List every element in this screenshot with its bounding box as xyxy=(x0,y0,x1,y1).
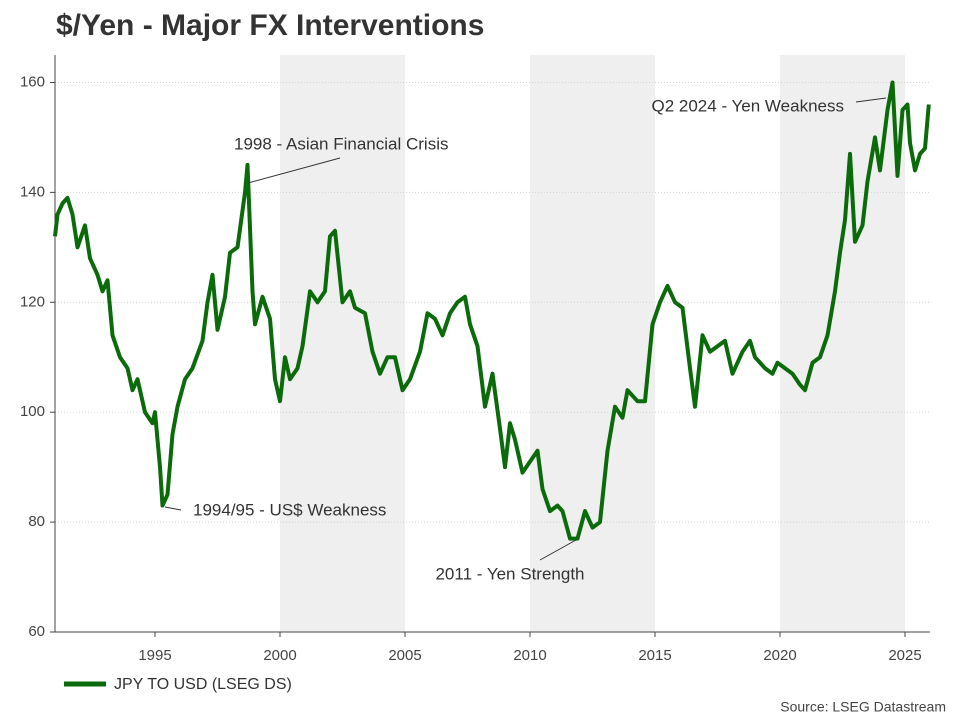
y-tick-label: 120 xyxy=(20,293,45,310)
annotation: Q2 2024 - Yen Weakness xyxy=(652,96,845,115)
annotation: 1998 - Asian Financial Crisis xyxy=(234,134,448,153)
x-tick-label: 2010 xyxy=(513,647,546,664)
y-tick-label: 140 xyxy=(20,183,45,200)
chart-title: $/Yen - Major FX Interventions xyxy=(56,9,484,42)
x-tick-label: 2020 xyxy=(763,647,796,664)
shaded-period xyxy=(280,55,405,632)
source-note: Source: LSEG Datastream xyxy=(780,699,946,715)
shaded-period xyxy=(780,55,905,632)
x-tick-label: 2000 xyxy=(263,647,296,664)
y-tick-label: 160 xyxy=(20,73,45,90)
y-tick-label: 100 xyxy=(20,403,45,420)
line-series xyxy=(53,80,931,541)
x-tick-label: 2015 xyxy=(638,647,671,664)
annotation-leader xyxy=(164,506,182,511)
y-tick-label: 80 xyxy=(28,513,45,530)
x-tick-label: 2025 xyxy=(888,647,921,664)
legend-label: JPY TO USD (LSEG DS) xyxy=(114,676,292,693)
x-tick-label: 1995 xyxy=(138,647,171,664)
annotation: 1994/95 - US$ Weakness xyxy=(193,500,386,519)
y-tick-label: 60 xyxy=(28,623,45,640)
annotation: 2011 - Yen Strength xyxy=(435,564,584,583)
x-tick-label: 2005 xyxy=(388,647,421,664)
shaded-period xyxy=(530,55,655,632)
annotation-leader xyxy=(855,97,887,103)
annotation-leader xyxy=(539,539,577,561)
annotation-leader xyxy=(247,157,341,184)
